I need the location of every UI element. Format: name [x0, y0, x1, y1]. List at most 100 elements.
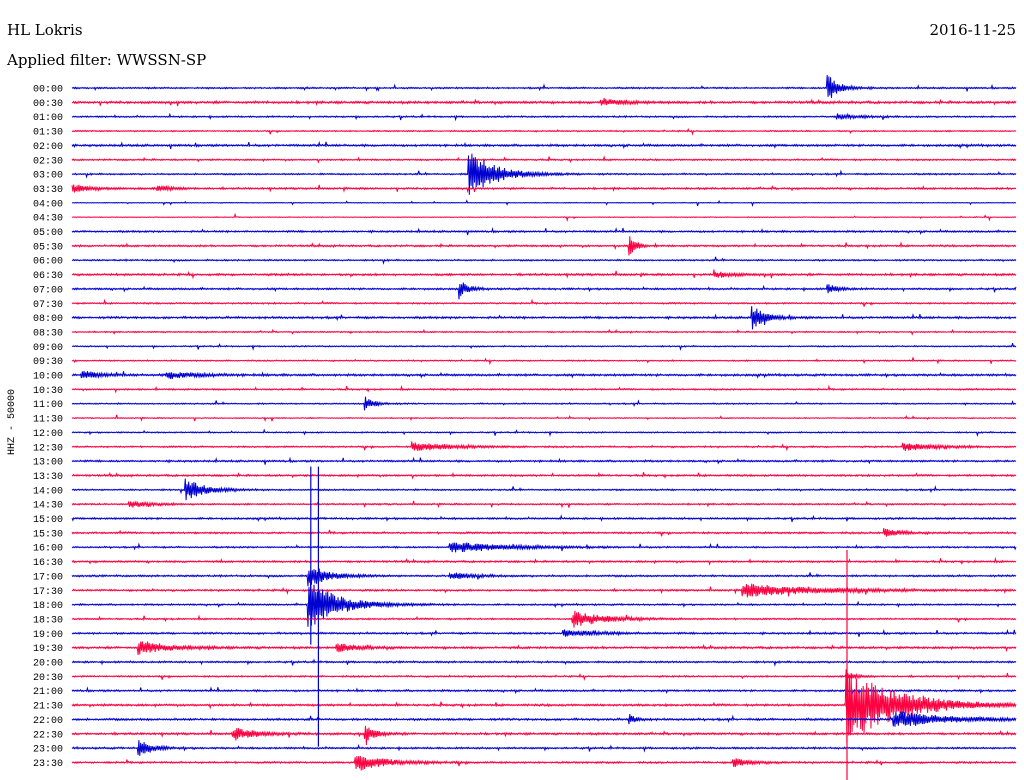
trace-line: [71, 568, 1017, 587]
trace-line: [71, 414, 1017, 423]
trace-line: [71, 298, 1017, 307]
time-tick-label: 01:00: [33, 113, 63, 124]
trace-line: [71, 212, 1017, 223]
time-tick-label: 13:00: [33, 458, 63, 469]
station-title: HL Lokris: [7, 21, 83, 39]
trace-line: [71, 672, 1017, 682]
trace-line: [71, 686, 1017, 695]
trace-line: [71, 471, 1017, 480]
time-tick-label: 02:00: [33, 142, 63, 153]
trace-line: [71, 725, 1017, 746]
time-tick-label: 17:00: [33, 572, 63, 583]
time-tick-labels: 00:00 00:30 01:00 01:30 02:00 02:30 03:00 03:30…: [33, 85, 63, 770]
trace-line: [71, 456, 1017, 465]
time-tick-label: 20:00: [33, 659, 63, 670]
trace-line: [71, 641, 1017, 655]
trace-line: [71, 542, 1017, 553]
y-axis-label-group: HHZ - 50000: [7, 389, 18, 455]
trace-line: [71, 669, 1017, 743]
trace-line: [71, 396, 1017, 411]
time-tick-label: 06:30: [33, 271, 63, 282]
time-tick-label: 15:30: [33, 529, 63, 540]
time-tick-label: 23:30: [33, 759, 63, 770]
trace-line: [71, 97, 1017, 107]
time-tick-label: 12:30: [33, 443, 63, 454]
time-tick-label: 04:00: [33, 199, 63, 210]
time-tick-label: 23:00: [33, 745, 63, 756]
time-tick-label: 09:00: [33, 343, 63, 354]
trace-line: [71, 74, 1017, 98]
time-tick-label: 18:30: [33, 615, 63, 626]
time-tick-label: 18:00: [33, 601, 63, 612]
time-tick-label: 19:30: [33, 644, 63, 655]
trace-line: [71, 441, 1017, 452]
trace-line: [71, 269, 1017, 280]
trace-line: [71, 140, 1017, 150]
trace-line: [71, 184, 1017, 193]
trace-line: [71, 236, 1017, 256]
time-tick-label: 13:30: [33, 472, 63, 483]
time-tick-label: 22:00: [33, 716, 63, 727]
time-tick-label: 11:30: [33, 415, 63, 426]
trace-line: [71, 384, 1017, 394]
time-tick-label: 22:30: [33, 730, 63, 741]
time-tick-label: 16:30: [33, 558, 63, 569]
time-tick-label: 00:00: [33, 85, 63, 96]
time-tick-label: 16:00: [33, 544, 63, 555]
trace-line: [71, 342, 1017, 351]
time-tick-label: 09:30: [33, 357, 63, 368]
time-tick-label: 14:00: [33, 486, 63, 497]
time-tick-label: 06:00: [33, 257, 63, 268]
time-tick-label: 04:30: [33, 214, 63, 225]
trace-line: [71, 357, 1017, 366]
trace-line: [71, 282, 1017, 300]
time-tick-label: 05:00: [33, 228, 63, 239]
trace-line: [71, 428, 1017, 438]
trace-line: [71, 370, 1017, 380]
time-tick-label: 10:30: [33, 386, 63, 397]
time-tick-label: 15:00: [33, 515, 63, 526]
trace-line: [71, 711, 1017, 727]
trace-line: [71, 155, 1017, 164]
trace-line: [71, 227, 1017, 236]
time-tick-label: 07:30: [33, 300, 63, 311]
trace-line: [71, 153, 1017, 195]
trace-line: [71, 127, 1017, 136]
trace-line: [71, 583, 1017, 598]
time-tick-label: 01:30: [33, 128, 63, 139]
time-tick-label: 11:00: [33, 400, 63, 411]
trace-line: [71, 112, 1017, 122]
time-tick-label: 19:00: [33, 630, 63, 641]
date-label: 2016-11-25: [929, 21, 1016, 39]
time-tick-label: 08:30: [33, 328, 63, 339]
trace-line: [71, 628, 1017, 637]
time-tick-label: 14:30: [33, 501, 63, 512]
time-tick-label: 00:30: [33, 99, 63, 110]
trace-line: [71, 740, 1017, 756]
trace-line: [71, 256, 1017, 265]
time-tick-label: 03:00: [33, 171, 63, 182]
trace-line: [71, 478, 1017, 501]
time-tick-label: 02:30: [33, 156, 63, 167]
time-tick-label: 12:00: [33, 429, 63, 440]
time-tick-label: 08:00: [33, 314, 63, 325]
trace-line: [71, 581, 1017, 627]
trace-line: [71, 556, 1017, 566]
trace-line: [71, 528, 1017, 537]
spike-lines: [310, 466, 848, 780]
time-tick-label: 05:30: [33, 242, 63, 253]
trace-line: [71, 610, 1017, 628]
trace-line: [71, 199, 1017, 208]
time-tick-label: 21:00: [33, 687, 63, 698]
trace-line: [71, 328, 1017, 336]
filter-label: Applied filter: WWSSN-SP: [7, 51, 207, 69]
trace-line: [71, 306, 1017, 330]
trace-line: [71, 514, 1017, 523]
time-tick-label: 21:30: [33, 702, 63, 713]
time-tick-label: 10:00: [33, 372, 63, 383]
trace-lines: [71, 74, 1017, 771]
time-tick-label: 03:30: [33, 185, 63, 196]
trace-line: [71, 500, 1017, 509]
time-tick-label: 20:30: [33, 673, 63, 684]
